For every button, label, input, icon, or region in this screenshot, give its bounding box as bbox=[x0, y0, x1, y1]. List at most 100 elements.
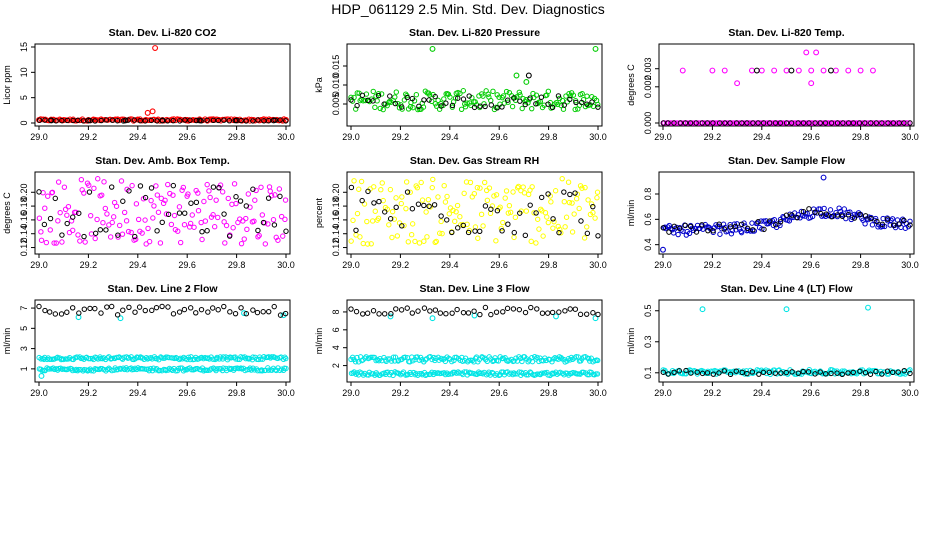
data-point bbox=[380, 106, 386, 113]
chart-panel: Stan. Dev. Li-820 Temp. degrees C 29.0 29.2… bbox=[626, 27, 919, 142]
y-axis-label: ml/min bbox=[626, 200, 636, 227]
x-tick-label: 30.0 bbox=[277, 132, 295, 142]
data-point bbox=[734, 80, 741, 87]
data-point bbox=[699, 306, 706, 313]
data-point bbox=[370, 88, 376, 95]
data-point bbox=[517, 210, 523, 216]
data-point bbox=[204, 228, 210, 234]
y-tick-label: 0.12 bbox=[19, 239, 29, 257]
data-point bbox=[348, 97, 354, 103]
data-point bbox=[221, 219, 227, 225]
data-point bbox=[421, 97, 427, 103]
data-point bbox=[45, 193, 51, 199]
data-point bbox=[478, 211, 485, 218]
data-point bbox=[486, 185, 493, 191]
data-point bbox=[452, 218, 458, 225]
data-point bbox=[59, 239, 65, 245]
data-point bbox=[748, 67, 755, 74]
data-point bbox=[364, 218, 370, 225]
data-point bbox=[86, 189, 93, 195]
data-point bbox=[121, 209, 128, 216]
data-point bbox=[276, 186, 283, 192]
data-point bbox=[36, 215, 43, 221]
data-point bbox=[749, 220, 755, 226]
data-point bbox=[412, 238, 418, 245]
data-point bbox=[149, 108, 156, 115]
data-point bbox=[348, 184, 355, 191]
x-tick-label: 29.4 bbox=[129, 260, 147, 270]
data-point bbox=[471, 191, 478, 197]
data-point bbox=[435, 97, 441, 104]
data-point bbox=[81, 190, 87, 196]
data-point bbox=[424, 234, 430, 240]
x-tick-label: 29.0 bbox=[654, 132, 672, 142]
data-point bbox=[573, 99, 579, 106]
panel-title: Stan. Dev. Line 4 (LT) Flow bbox=[720, 283, 853, 295]
data-point bbox=[884, 368, 891, 374]
data-point bbox=[449, 229, 455, 236]
panel-title: Stan. Dev. Amb. Box Temp. bbox=[95, 155, 230, 167]
chart-panel: Stan. Dev. Line 2 Flow ml/min 29.0 29.2 29.4… bbox=[2, 283, 295, 398]
data-point bbox=[744, 370, 750, 377]
data-point bbox=[409, 206, 416, 212]
data-point bbox=[393, 204, 399, 210]
data-point bbox=[840, 120, 846, 126]
x-tick-label: 29.4 bbox=[129, 132, 147, 142]
data-point bbox=[817, 120, 824, 126]
data-point bbox=[834, 370, 840, 376]
chart-panel: Stan. Dev. Gas Stream RH percent 29.0 29.2 2… bbox=[314, 155, 607, 270]
data-point bbox=[592, 45, 599, 52]
data-point bbox=[895, 369, 901, 375]
data-point bbox=[438, 213, 444, 219]
y-tick-label: 0.015 bbox=[331, 55, 341, 78]
data-point bbox=[705, 227, 711, 234]
data-point bbox=[407, 189, 413, 195]
data-point bbox=[488, 311, 494, 318]
data-point bbox=[676, 225, 683, 231]
data-point bbox=[187, 220, 194, 227]
data-point bbox=[479, 354, 485, 360]
data-point bbox=[795, 370, 801, 376]
data-point bbox=[238, 305, 244, 311]
data-point bbox=[97, 355, 104, 362]
data-point bbox=[163, 211, 170, 217]
data-point bbox=[511, 234, 517, 241]
data-point bbox=[416, 357, 423, 363]
data-point bbox=[733, 120, 740, 126]
data-point bbox=[399, 194, 405, 200]
data-point bbox=[482, 103, 488, 110]
data-point bbox=[834, 212, 841, 218]
data-point bbox=[429, 98, 435, 105]
data-point bbox=[862, 213, 869, 219]
data-point bbox=[567, 306, 573, 312]
data-point bbox=[359, 92, 366, 99]
data-point bbox=[233, 117, 240, 124]
data-point bbox=[455, 95, 461, 101]
data-point bbox=[477, 311, 483, 318]
data-point bbox=[567, 93, 574, 99]
data-point bbox=[184, 117, 191, 123]
data-point bbox=[271, 303, 277, 310]
data-point bbox=[558, 230, 564, 236]
data-point bbox=[401, 97, 408, 103]
data-point bbox=[182, 366, 188, 373]
data-point bbox=[550, 225, 556, 231]
data-point bbox=[529, 184, 535, 190]
data-point bbox=[808, 67, 815, 74]
data-point bbox=[389, 234, 395, 241]
data-point bbox=[733, 368, 739, 374]
y-axis-label: ml/min bbox=[626, 328, 636, 355]
data-point bbox=[845, 212, 852, 218]
data-point bbox=[766, 218, 773, 224]
data-point bbox=[845, 67, 852, 74]
y-tick-label: 0.20 bbox=[331, 184, 341, 202]
data-point bbox=[907, 222, 913, 228]
data-point bbox=[64, 309, 70, 315]
data-point bbox=[171, 212, 178, 219]
data-point bbox=[381, 311, 388, 317]
data-point bbox=[531, 210, 537, 216]
data-point bbox=[516, 306, 523, 313]
panel-title: Stan. Dev. Line 3 Flow bbox=[419, 283, 530, 295]
data-point bbox=[710, 120, 716, 126]
y-axis-label: degrees C bbox=[2, 192, 12, 234]
